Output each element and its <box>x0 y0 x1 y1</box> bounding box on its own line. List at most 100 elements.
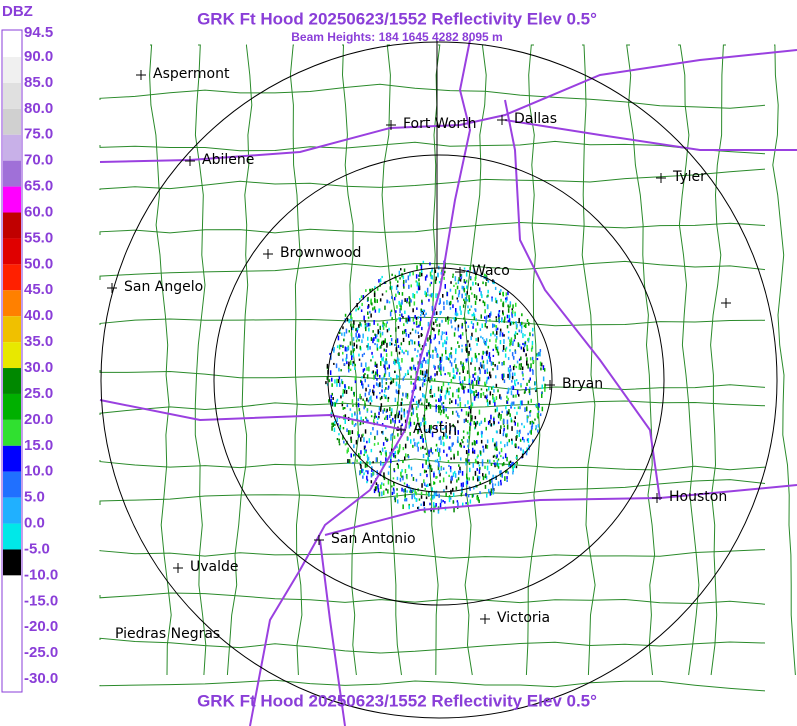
echo <box>394 414 396 419</box>
echo <box>506 410 508 415</box>
colorbar-label: 45.0 <box>24 281 53 298</box>
echo <box>462 482 464 488</box>
colorbar-unit: DBZ <box>2 3 33 20</box>
echo <box>338 443 341 446</box>
colorbar-label: -20.0 <box>24 618 58 635</box>
echo <box>399 303 401 307</box>
echo <box>513 339 516 342</box>
echo <box>338 367 340 372</box>
echo <box>425 496 428 500</box>
echo <box>382 409 384 414</box>
echo <box>455 364 457 369</box>
echo <box>374 286 376 289</box>
echo <box>485 380 488 384</box>
echo <box>493 389 495 393</box>
echo <box>358 339 360 342</box>
echo <box>495 456 498 459</box>
echo <box>342 407 344 410</box>
echo <box>409 272 411 277</box>
echo <box>469 499 472 504</box>
echo <box>390 411 393 416</box>
echo <box>501 410 503 414</box>
echo <box>485 315 488 319</box>
echo <box>495 462 497 466</box>
echo <box>435 399 437 402</box>
echo <box>427 349 430 353</box>
echo <box>402 337 405 343</box>
echo <box>537 406 539 410</box>
echo <box>429 428 432 434</box>
echo <box>469 388 471 394</box>
echo <box>479 467 481 470</box>
echo <box>401 401 403 405</box>
echo <box>489 318 491 322</box>
echo <box>414 488 416 494</box>
echo <box>462 502 464 507</box>
echo <box>460 408 463 412</box>
echo <box>526 406 528 412</box>
echo <box>415 425 417 430</box>
echo <box>469 276 472 280</box>
echo <box>492 489 495 495</box>
echo <box>389 311 392 317</box>
echo <box>503 425 505 428</box>
echo <box>479 362 482 367</box>
echo <box>509 464 512 469</box>
echo <box>440 396 442 401</box>
echo <box>489 374 492 379</box>
echo <box>396 462 399 466</box>
echo <box>372 338 374 344</box>
echo <box>398 410 401 416</box>
echo <box>402 275 405 280</box>
echo <box>497 481 500 487</box>
echo <box>517 382 519 385</box>
echo <box>422 382 424 385</box>
echo <box>453 374 455 380</box>
echo <box>336 345 339 349</box>
echo <box>481 461 484 467</box>
echo <box>369 389 371 393</box>
echo <box>510 321 513 325</box>
echo <box>363 437 365 443</box>
echo <box>437 354 439 358</box>
echo <box>454 317 456 322</box>
echo <box>435 443 438 447</box>
echo <box>437 386 440 392</box>
echo <box>333 362 335 365</box>
echo <box>350 350 352 356</box>
echo <box>513 407 516 410</box>
echo <box>420 314 422 317</box>
echo <box>417 376 419 381</box>
echo <box>359 463 362 466</box>
echo <box>326 363 329 369</box>
echo <box>441 353 443 357</box>
echo <box>390 309 393 312</box>
echo <box>420 264 423 270</box>
echo <box>465 321 467 324</box>
echo <box>486 465 489 471</box>
echo <box>470 404 473 407</box>
echo <box>489 491 492 496</box>
echo <box>478 464 481 467</box>
echo <box>424 276 427 281</box>
echo <box>346 361 348 365</box>
echo <box>461 344 463 347</box>
echo <box>374 363 377 368</box>
echo <box>445 341 448 345</box>
echo <box>386 299 388 304</box>
echo <box>352 404 354 407</box>
echo <box>429 395 432 398</box>
echo <box>459 381 462 385</box>
echo <box>338 438 340 444</box>
echo <box>412 308 414 313</box>
echo <box>385 452 387 457</box>
echo <box>404 469 407 474</box>
echo <box>410 299 412 303</box>
echo <box>382 463 384 468</box>
echo <box>507 411 509 415</box>
echo <box>383 373 386 377</box>
echo <box>384 369 387 375</box>
echo <box>456 313 459 316</box>
echo <box>463 387 465 390</box>
echo <box>369 346 371 350</box>
